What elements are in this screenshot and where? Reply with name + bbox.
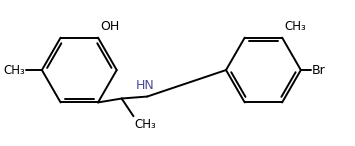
Text: CH₃: CH₃ (284, 20, 306, 33)
Text: Br: Br (312, 64, 326, 77)
Text: OH: OH (100, 20, 119, 33)
Text: CH₃: CH₃ (4, 64, 25, 77)
Text: HN: HN (136, 79, 155, 92)
Text: CH₃: CH₃ (135, 118, 156, 131)
